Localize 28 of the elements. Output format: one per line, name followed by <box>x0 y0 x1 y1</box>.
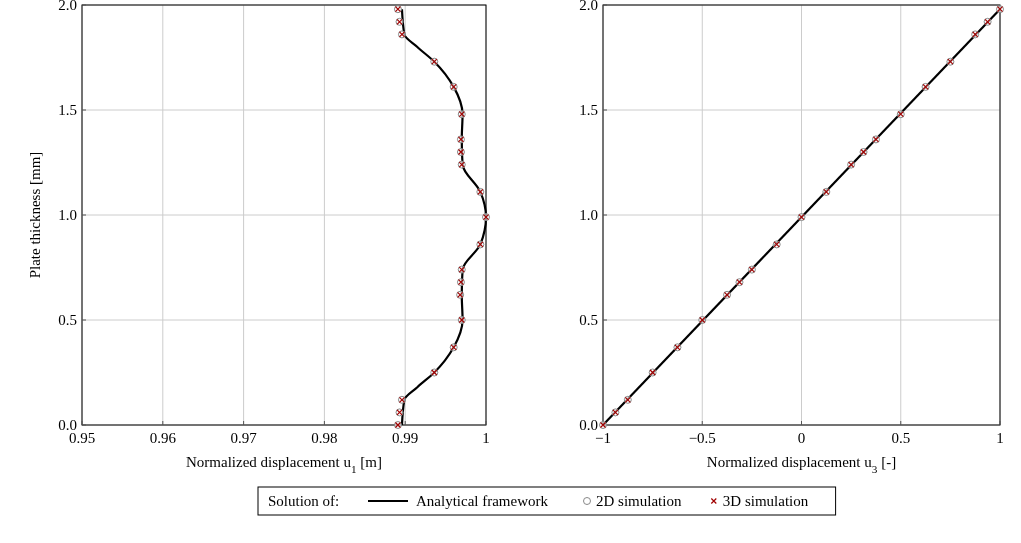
x-tick-label: −1 <box>595 430 611 446</box>
legend-label: 2D simulation <box>596 493 682 509</box>
y-tick-label: 1.0 <box>579 207 598 223</box>
x-tick-label: 0.96 <box>149 430 177 446</box>
y-tick-label: 1.0 <box>58 207 77 223</box>
y-tick-label: 0.5 <box>579 312 598 328</box>
y-tick-label: 0.5 <box>58 312 77 328</box>
legend-label: 3D simulation <box>722 493 809 509</box>
x-tick-label: 1 <box>996 430 1004 446</box>
legend-title: Solution of: <box>268 493 340 509</box>
y-tick-label: 1.5 <box>579 102 598 118</box>
x-tick-label: 0.99 <box>392 430 419 446</box>
y-axis-title: Plate thickness [mm] <box>27 151 43 279</box>
x-tick-label: −0.5 <box>688 430 716 446</box>
y-tick-label: 2.0 <box>58 0 77 13</box>
y-tick-label: 0.0 <box>579 417 598 433</box>
x-tick-label: 0 <box>797 430 806 446</box>
x-tick-label: 0.98 <box>311 430 338 446</box>
y-tick-label: 1.5 <box>58 102 77 118</box>
y-tick-label: 0.0 <box>58 417 77 433</box>
x-tick-label: 0.95 <box>68 430 96 446</box>
legend-label: Analytical framework <box>416 493 549 509</box>
x-tick-label: 1 <box>482 430 490 446</box>
x-tick-label: 0.5 <box>891 430 911 446</box>
x-axis-title: Normalized displacement u$_{3}$ [-] <box>706 454 897 475</box>
x-tick-label: 0.97 <box>230 430 258 446</box>
y-tick-label: 2.0 <box>579 0 598 13</box>
x-axis-title: Normalized displacement u$_{1}$ [m] <box>186 454 382 475</box>
